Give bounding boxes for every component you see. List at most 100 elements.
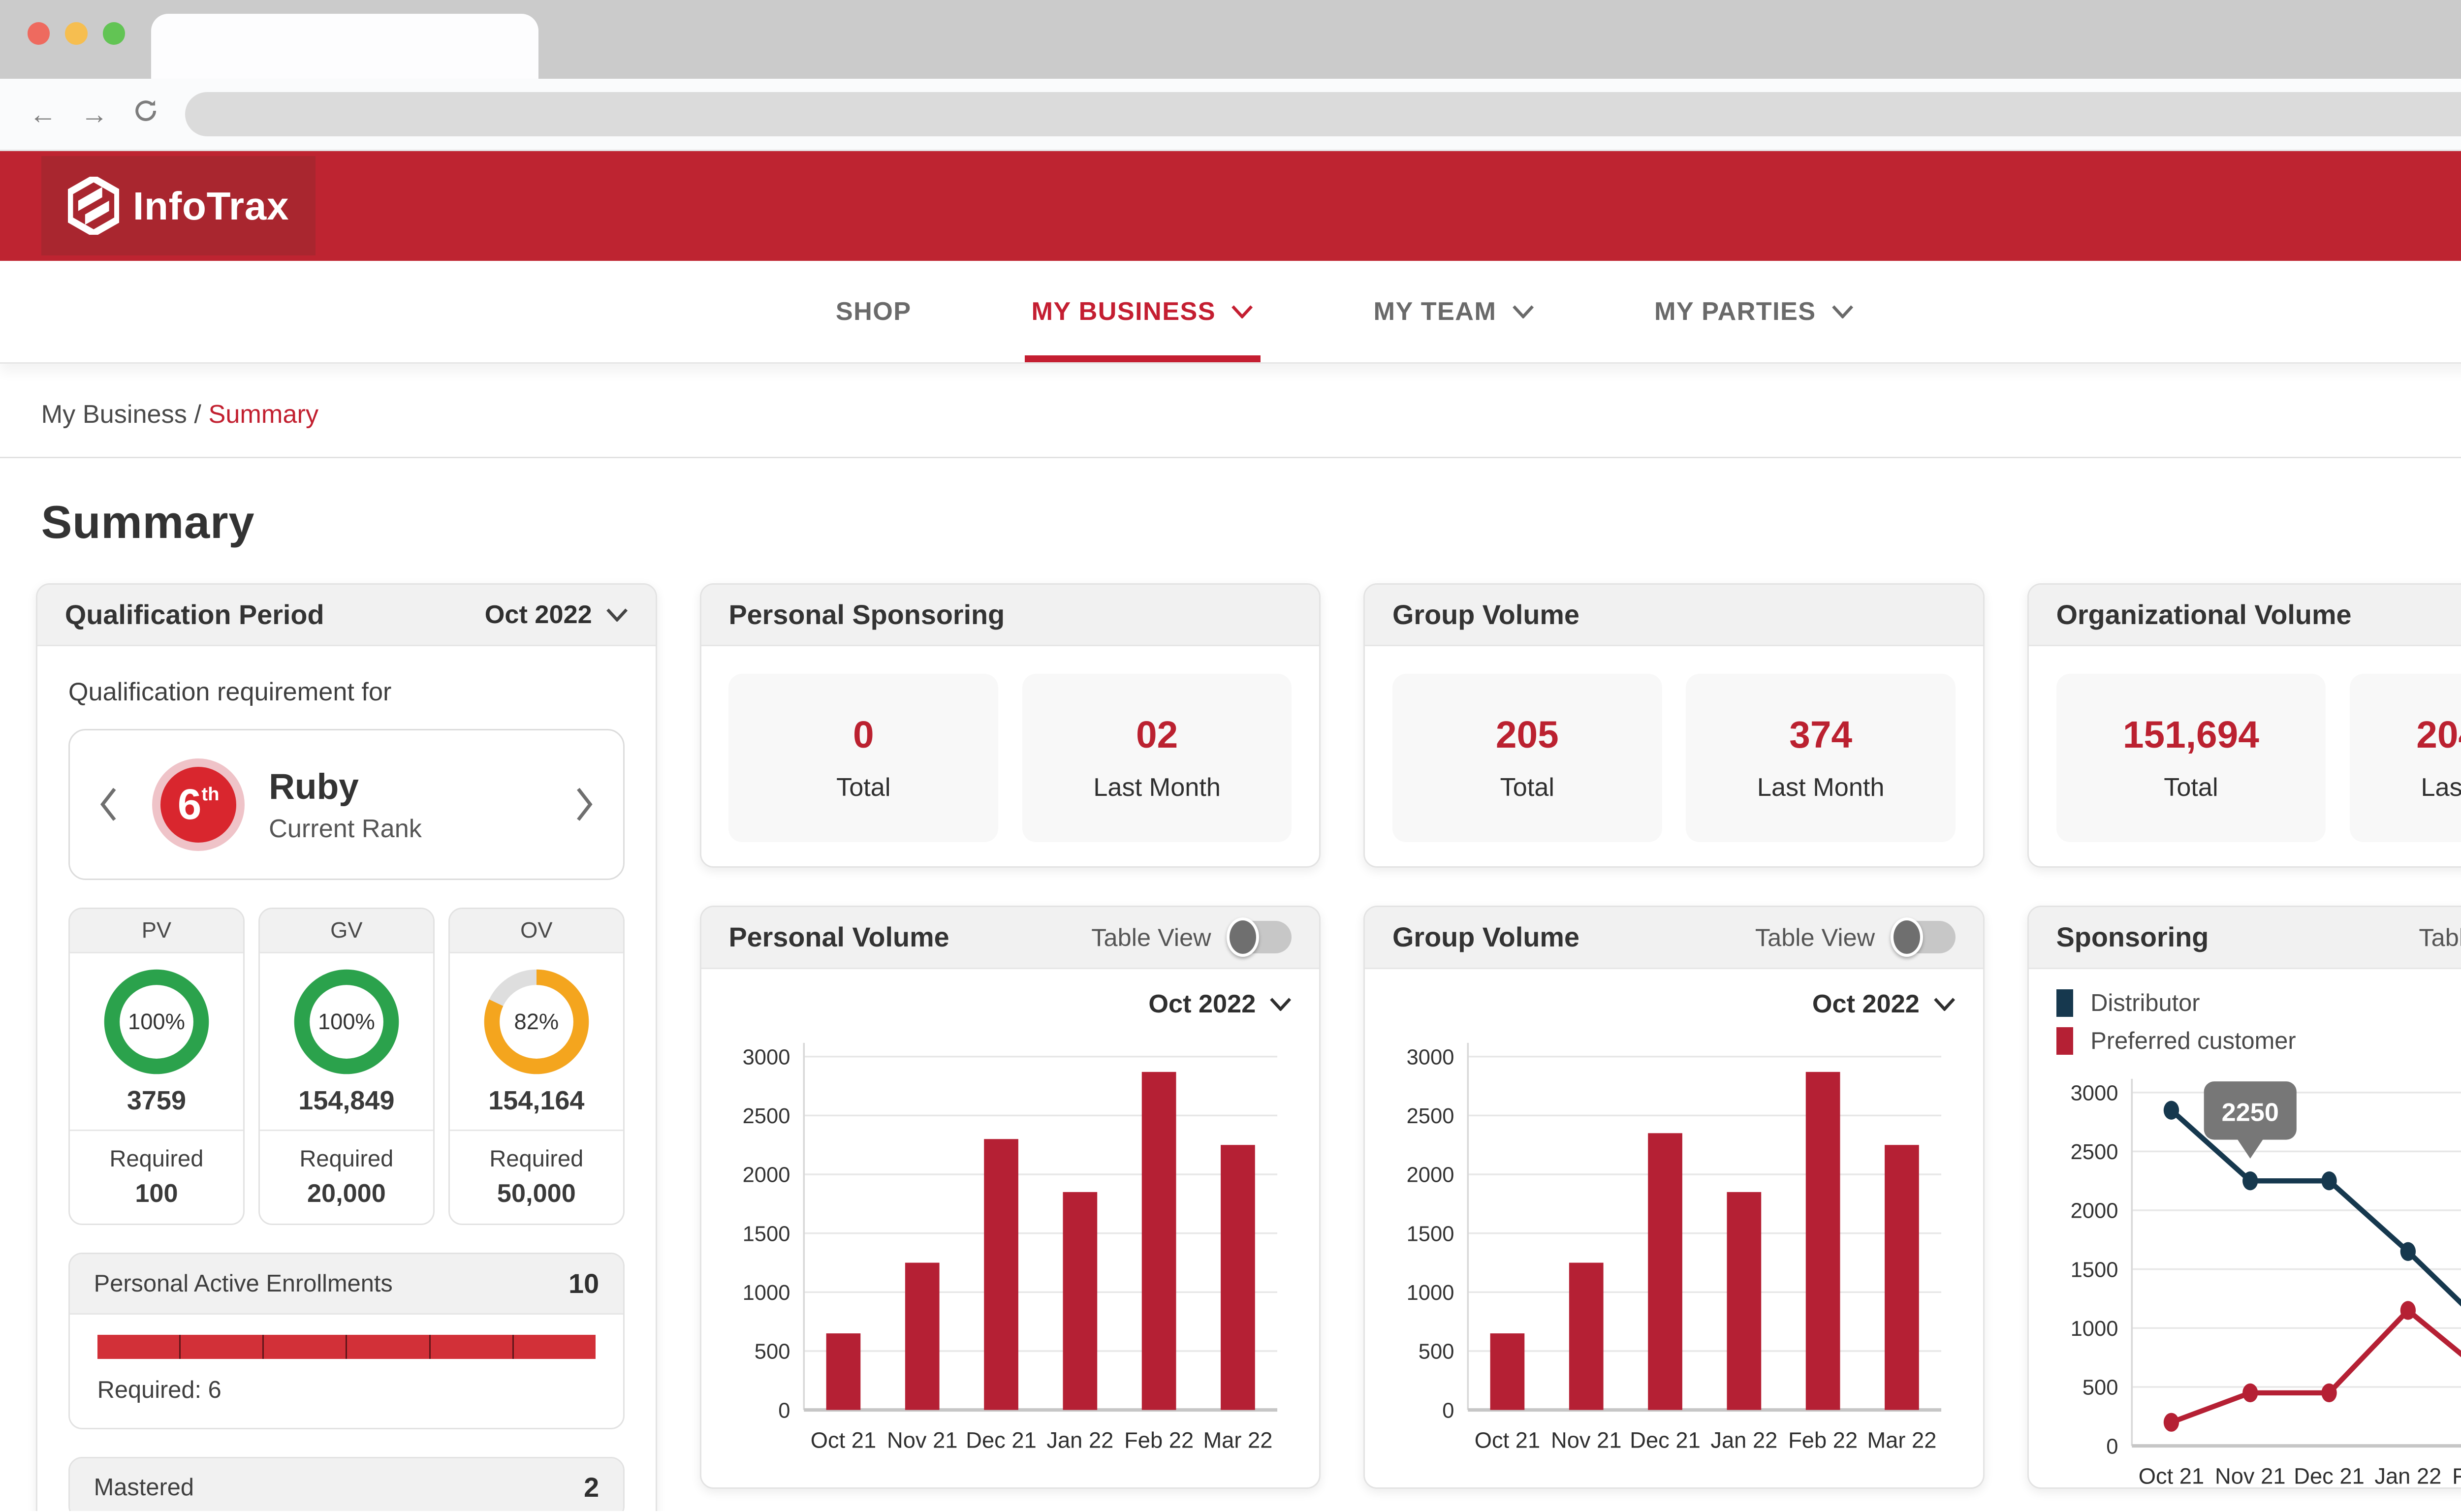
nav-item-shop[interactable]: SHOP <box>836 261 912 362</box>
svg-text:Feb 22: Feb 22 <box>1788 1428 1858 1453</box>
browser-toolbar: ← → <box>0 79 2461 151</box>
chart-period-dropdown[interactable]: Oct 2022 <box>1812 989 1956 1019</box>
metric-ov: OV 82% 154,164 Required 50,000 <box>448 907 625 1226</box>
ov-progress-ring: 82% <box>483 969 590 1075</box>
breadcrumb-parent[interactable]: My Business <box>41 400 187 429</box>
stat-last-month: 02 Last Month <box>1022 674 1292 842</box>
rank-name: Ruby <box>269 766 359 807</box>
svg-text:3000: 3000 <box>743 1046 790 1070</box>
legend-item-distributor: Distributor <box>2056 989 2461 1017</box>
address-bar[interactable] <box>185 92 2461 137</box>
enrollments-required: Required: 6 <box>97 1376 221 1403</box>
pv-progress-ring: 100% <box>103 969 210 1075</box>
distributor-swatch <box>2056 989 2074 1017</box>
infotrax-logo-icon <box>67 176 120 235</box>
nav-item-my-parties[interactable]: MY PARTIES <box>1654 261 1854 362</box>
ring-percent: 100% <box>317 1009 375 1035</box>
nav-label: MY TEAM <box>1373 297 1497 326</box>
svg-text:Jan 22: Jan 22 <box>1710 1428 1777 1453</box>
stat-last-month: 374 Last Month <box>1686 674 1956 842</box>
svg-text:Nov 21: Nov 21 <box>2215 1463 2286 1488</box>
table-view-toggle[interactable] <box>1890 917 1956 957</box>
breadcrumb: My Business / Summary <box>0 364 2461 429</box>
metric-value: 154,164 <box>488 1085 585 1115</box>
enrollments-progress-bar <box>97 1335 596 1359</box>
stat-value: 204,690 <box>2416 714 2461 756</box>
stat-label: Last Month <box>1093 773 1221 802</box>
stat-value: 0 <box>852 714 874 756</box>
chevron-down-icon <box>1270 998 1292 1011</box>
svg-text:500: 500 <box>755 1340 790 1364</box>
chart-period-dropdown[interactable]: Oct 2022 <box>1148 989 1292 1019</box>
chevron-down-icon <box>1933 998 1955 1011</box>
forward-icon[interactable]: → <box>80 98 108 129</box>
period-value: Oct 2022 <box>1812 990 1920 1019</box>
svg-text:Dec 21: Dec 21 <box>2294 1463 2365 1488</box>
qualification-period-dropdown[interactable]: Oct 2022 <box>485 600 628 630</box>
svg-text:2500: 2500 <box>743 1104 790 1128</box>
svg-text:0: 0 <box>779 1399 790 1423</box>
personal-volume-bar-chart[interactable]: 0 500 1000 1500 2000 2500 3000 Oct 21 Nov 21 Dec … <box>728 1029 1292 1461</box>
stat-value: 205 <box>1495 714 1559 756</box>
group-volume-card: Group Volume 205 Total 374 Last Month <box>1363 583 1985 868</box>
stat-value: 02 <box>1136 714 1178 756</box>
metric-pv: PV 100% 3759 Required 100 <box>68 907 245 1226</box>
svg-text:2250: 2250 <box>2221 1098 2278 1127</box>
svg-text:Jan 22: Jan 22 <box>1047 1428 1114 1453</box>
required-label: Required <box>109 1145 204 1171</box>
card-title: Organizational Volume <box>2056 599 2352 630</box>
previous-rank-icon[interactable] <box>87 782 132 827</box>
svg-text:0: 0 <box>2106 1435 2118 1458</box>
required-label: Required <box>299 1145 394 1171</box>
svg-text:1000: 1000 <box>743 1281 790 1305</box>
card-title: Group Volume <box>1392 599 1579 630</box>
app-header: InfoTrax <box>0 151 2461 261</box>
card-title: Group Volume <box>1392 922 1579 953</box>
chevron-down-icon <box>1832 305 1853 318</box>
next-rank-icon[interactable] <box>561 782 606 827</box>
nav-label: MY PARTIES <box>1654 297 1816 326</box>
stat-value: 374 <box>1789 714 1853 756</box>
svg-text:Mar 22: Mar 22 <box>1203 1428 1273 1453</box>
stat-label: Total <box>2164 773 2218 802</box>
brand-logo[interactable]: InfoTrax <box>41 156 316 256</box>
minimize-window-button[interactable] <box>65 22 88 45</box>
svg-text:Dec 21: Dec 21 <box>1630 1428 1701 1453</box>
metric-gv: GV 100% 154,849 Required 20,000 <box>258 907 435 1226</box>
back-icon[interactable]: ← <box>29 98 57 129</box>
brand-name: InfoTrax <box>132 183 289 228</box>
svg-text:Feb 22: Feb 22 <box>1125 1428 1194 1453</box>
svg-text:500: 500 <box>1419 1340 1454 1364</box>
browser-tab[interactable] <box>151 13 539 79</box>
nav-item-my-team[interactable]: MY TEAM <box>1374 261 1534 362</box>
ring-percent: 100% <box>128 1009 185 1035</box>
refresh-icon[interactable] <box>124 98 168 130</box>
chevron-down-icon <box>1231 305 1253 318</box>
ring-percent: 82% <box>514 1009 559 1035</box>
metric-code: GV <box>259 909 433 953</box>
sponsoring-line-chart[interactable]: 0 500 1000 1500 2000 2500 3000 Oct 21 Nov 21 Dec … <box>2056 1065 2461 1488</box>
chevron-down-icon <box>1512 305 1534 318</box>
svg-text:0: 0 <box>1442 1399 1454 1423</box>
group-volume-bar-chart[interactable]: 0 500 1000 1500 2000 2500 3000 Oct 21 Nov 21 Dec … <box>1392 1029 1956 1461</box>
close-window-button[interactable] <box>27 22 50 45</box>
svg-text:2000: 2000 <box>1407 1164 1454 1187</box>
legend-label: Preferred customer <box>2090 1028 2296 1055</box>
volume-metrics: PV 100% 3759 Required 100 <box>68 907 625 1226</box>
truncated-metric-label: Mastered <box>94 1474 194 1501</box>
zoom-window-button[interactable] <box>103 22 126 45</box>
svg-text:Feb 22: Feb 22 <box>2452 1463 2461 1488</box>
svg-text:Jan 22: Jan 22 <box>2374 1463 2441 1488</box>
table-view-toggle[interactable] <box>1227 917 1292 957</box>
divider <box>0 456 2461 458</box>
nav-label: SHOP <box>835 297 912 326</box>
breadcrumb-current: Summary <box>208 400 319 429</box>
nav-item-my-business[interactable]: MY BUSINESS <box>1024 261 1262 363</box>
truncated-metric-value: 2 <box>584 1472 599 1503</box>
chart-legend: Distributor Preferred customer <box>2056 989 2461 1055</box>
preferred-customer-swatch <box>2056 1027 2074 1055</box>
organizational-volume-card: Organizational Volume 151,694 Total 204,… <box>2027 583 2461 868</box>
svg-text:1000: 1000 <box>1407 1281 1454 1305</box>
chevron-down-icon <box>606 608 628 622</box>
truncated-metric-panel: Mastered 2 <box>68 1456 625 1512</box>
